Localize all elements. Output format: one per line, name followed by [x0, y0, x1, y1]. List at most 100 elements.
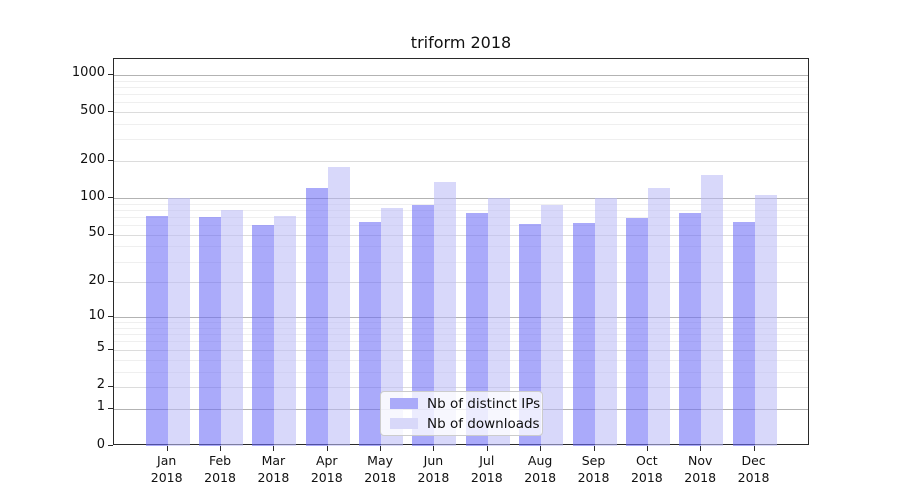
x-tick-label-feb: Feb 2018	[204, 453, 236, 485]
bar-ips-nov	[679, 213, 702, 446]
x-tick-mark-nov	[700, 446, 702, 451]
x-tick-label-jan: Jan 2018	[150, 453, 183, 485]
gridline-minor-6	[114, 341, 808, 343]
plot-area	[113, 58, 809, 446]
bar-ips-sep	[572, 223, 595, 446]
x-tick-label-mar: Mar 2018	[257, 453, 290, 485]
gridline-minor-600	[114, 102, 808, 104]
x-tick-mark-jan	[166, 446, 168, 451]
bar-downloads-jul	[487, 198, 510, 446]
y-tick-mark-0	[108, 445, 113, 446]
y-tick-mark-500	[108, 111, 113, 113]
gridline-minor-60	[114, 225, 808, 227]
gridline-minor-3	[114, 371, 808, 373]
y-tick-label-10: 10	[88, 307, 105, 323]
bar-downloads-nov	[701, 174, 724, 446]
bar-ips-feb	[199, 216, 222, 446]
legend-item-downloads: Nb of downloads	[390, 416, 542, 432]
bar-ips-aug	[519, 224, 542, 446]
y-tick-mark-20	[108, 281, 113, 283]
x-tick-mark-apr	[326, 446, 328, 451]
x-tick-mark-may	[380, 446, 382, 451]
gridline-1000	[114, 74, 808, 76]
y-tick-label-100: 100	[80, 188, 105, 204]
gridline-5	[114, 349, 808, 351]
x-tick-label-aug: Aug 2018	[524, 453, 557, 485]
x-tick-label-jul: Jul 2018	[470, 453, 503, 485]
x-tick-mark-aug	[540, 446, 542, 451]
y-tick-mark-50	[108, 233, 113, 235]
gridline-200	[114, 161, 808, 163]
legend-label-downloads: Nb of downloads	[427, 415, 540, 432]
bar-downloads-aug	[541, 205, 564, 446]
bar-ips-oct	[625, 217, 648, 446]
y-tick-mark-5	[108, 348, 113, 350]
gridline-20	[114, 282, 808, 284]
y-tick-mark-100	[108, 197, 113, 199]
x-tick-label-sep: Sep 2018	[577, 453, 610, 485]
bar-ips-mar	[252, 225, 275, 446]
bar-ips-may	[359, 221, 382, 446]
y-tick-mark-2	[108, 385, 113, 387]
y-tick-mark-1000	[108, 73, 113, 75]
gridline-minor-4	[114, 359, 808, 361]
legend-swatch-downloads-icon	[390, 418, 418, 429]
x-tick-mark-sep	[593, 446, 595, 451]
x-tick-label-may: May 2018	[364, 453, 396, 485]
x-tick-label-dec: Dec 2018	[737, 453, 770, 485]
gridline-minor-90	[114, 203, 808, 205]
y-tick-mark-10	[108, 316, 113, 318]
bar-downloads-sep	[594, 198, 617, 446]
chart-title: triform 2018	[410, 33, 512, 52]
gridline-minor-400	[114, 123, 808, 125]
x-tick-mark-jun	[433, 446, 435, 451]
bar-downloads-may	[381, 207, 404, 446]
gridline-minor-900	[114, 80, 808, 82]
y-tick-mark-1	[108, 407, 113, 409]
gridline-minor-700	[114, 93, 808, 95]
legend: Nb of distinct IPs Nb of downloads	[380, 391, 543, 436]
gridline-100	[114, 198, 808, 200]
x-tick-label-nov: Nov 2018	[684, 453, 717, 485]
legend-swatch-ips-icon	[390, 398, 418, 409]
bar-ips-jul	[465, 213, 488, 446]
bar-ips-jan	[145, 216, 168, 446]
y-tick-label-500: 500	[80, 102, 105, 118]
x-tick-label-apr: Apr 2018	[310, 453, 343, 485]
y-tick-label-5: 5	[96, 340, 105, 356]
gridline-minor-70	[114, 216, 808, 218]
gridline-500	[114, 112, 808, 114]
gridline-minor-800	[114, 86, 808, 88]
y-tick-label-0: 0	[96, 436, 105, 452]
gridline-minor-9	[114, 322, 808, 324]
gridline-50	[114, 234, 808, 236]
bar-downloads-jan	[167, 198, 190, 446]
gridline-10	[114, 317, 808, 319]
y-tick-label-50: 50	[88, 225, 105, 241]
bar-downloads-apr	[327, 166, 350, 446]
gridline-minor-40	[114, 246, 808, 248]
bar-downloads-mar	[274, 215, 297, 446]
y-tick-mark-200	[108, 160, 113, 162]
y-tick-label-1: 1	[96, 399, 105, 415]
x-tick-label-oct: Oct 2018	[630, 453, 663, 485]
bar-downloads-oct	[647, 188, 670, 446]
bar-ips-jun	[412, 204, 435, 446]
gridline-minor-300	[114, 139, 808, 141]
gridline-minor-8	[114, 327, 808, 329]
x-tick-mark-mar	[273, 446, 275, 451]
x-tick-label-jun: Jun 2018	[417, 453, 450, 485]
gridline-2	[114, 386, 808, 388]
bar-ips-apr	[305, 188, 328, 446]
x-tick-mark-oct	[646, 446, 648, 451]
y-tick-label-20: 20	[88, 272, 105, 288]
y-tick-label-2: 2	[96, 377, 105, 393]
bar-ips-dec	[732, 221, 755, 446]
y-tick-label-200: 200	[80, 151, 105, 167]
bar-downloads-feb	[221, 209, 244, 446]
bar-downloads-dec	[754, 195, 777, 446]
legend-label-ips: Nb of distinct IPs	[427, 395, 541, 412]
gridline-minor-7	[114, 334, 808, 336]
gridline-minor-80	[114, 209, 808, 211]
